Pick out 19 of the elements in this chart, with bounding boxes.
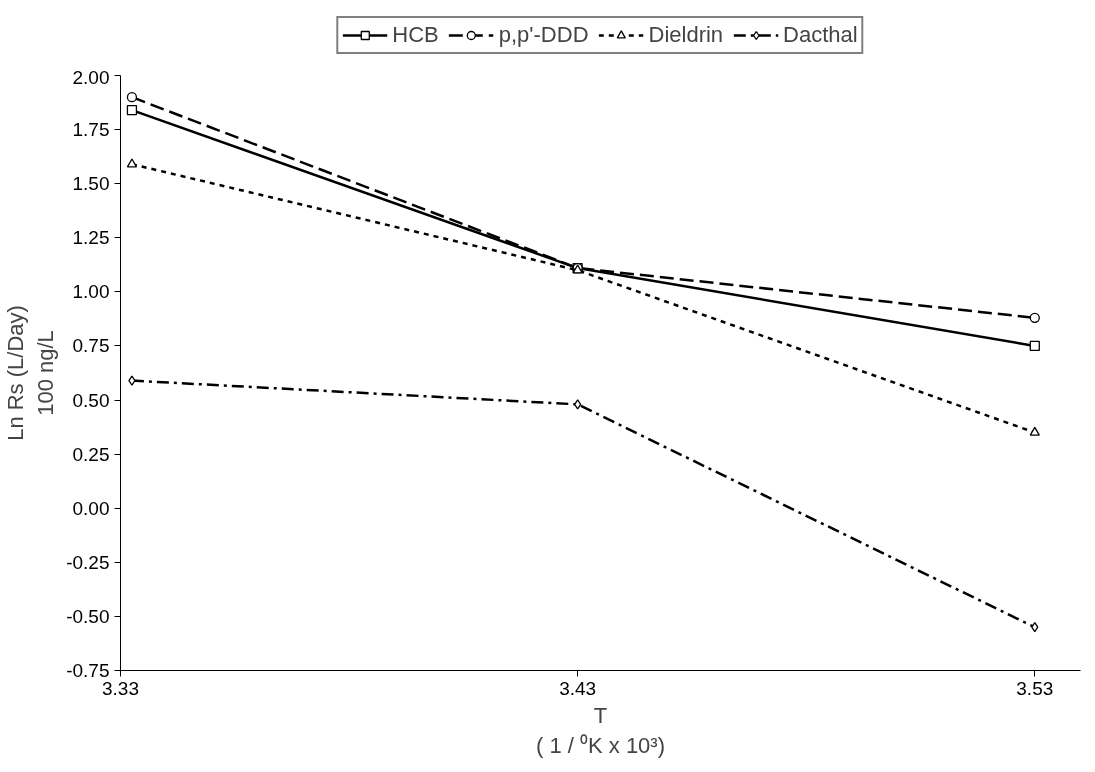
legend-label: p,p'-DDD <box>498 22 589 48</box>
x-axis-title: T ( 1 / ⁰K x 10³) <box>535 702 666 758</box>
y-tick-label: 0.75 <box>72 335 110 357</box>
y-axis-title: Ln Rs (L/Day) 100 ng/L <box>3 305 59 441</box>
y-tick-label: 0.50 <box>72 389 110 411</box>
x-tick-label: 3.53 <box>1016 677 1054 699</box>
legend-label: HCB <box>392 22 439 48</box>
y-tick-label: 1.50 <box>72 173 110 195</box>
y-tick-label: -0.25 <box>66 551 110 573</box>
y-tick-label: 1.75 <box>72 119 110 141</box>
x-tick-label: 3.43 <box>559 677 597 699</box>
y-tick-label: -0.50 <box>66 605 110 627</box>
y-tick-label: 2.00 <box>72 66 110 88</box>
y-tick-label: 1.25 <box>72 227 110 249</box>
y-tick-label: 0.25 <box>72 443 110 465</box>
y-tick-label: 1.00 <box>72 281 110 303</box>
legend-label: Dacthal <box>783 22 858 48</box>
legend-label: Dieldrin <box>648 22 724 48</box>
y-tick-label: 0.00 <box>72 497 110 519</box>
